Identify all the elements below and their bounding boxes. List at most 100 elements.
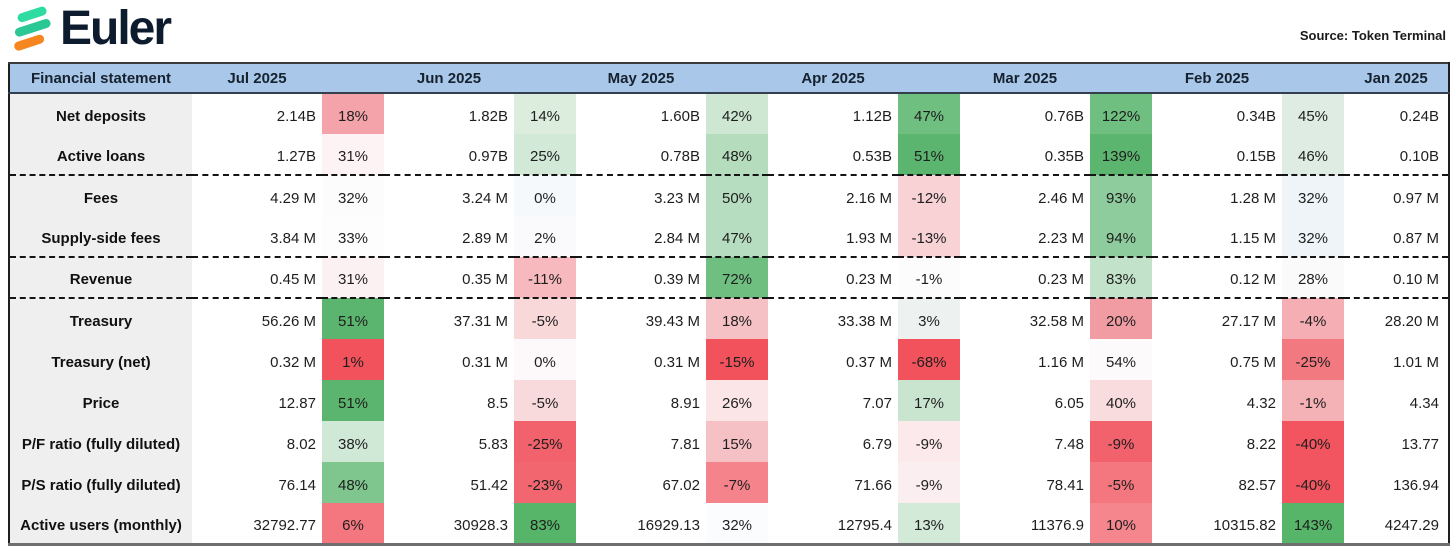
metric-value: 2.14B xyxy=(192,93,322,134)
brand-name: Euler xyxy=(60,2,172,55)
table-row: P/S ratio (fully diluted) 76.14 48% 51.42 -2… xyxy=(9,462,1449,503)
metric-change: 14% xyxy=(514,93,576,134)
metric-value-jan: 136.94 xyxy=(1344,462,1449,503)
metric-change: 93% xyxy=(1090,175,1152,216)
metric-change: 42% xyxy=(706,93,768,134)
euler-logo-icon xyxy=(8,2,60,56)
metric-value: 8.91 xyxy=(576,380,706,421)
metric-value-jan: 0.10 M xyxy=(1344,257,1449,299)
metric-value: 78.41 xyxy=(960,462,1090,503)
metric-value: 1.60B xyxy=(576,93,706,134)
metric-change: 1% xyxy=(322,339,384,380)
metric-change: 48% xyxy=(706,134,768,176)
metric-change: 139% xyxy=(1090,134,1152,176)
metric-change: 6% xyxy=(322,503,384,544)
metric-value: 0.75 M xyxy=(1152,339,1282,380)
metric-value: 82.57 xyxy=(1152,462,1282,503)
metric-value: 76.14 xyxy=(192,462,322,503)
month-header-spacer xyxy=(1282,63,1344,94)
metric-change: 122% xyxy=(1090,93,1152,134)
metric-change: -13% xyxy=(898,216,960,258)
table-row: Net deposits 2.14B 18% 1.82B 14% 1.60B 42% 1.12… xyxy=(9,93,1449,134)
metric-value: 0.76B xyxy=(960,93,1090,134)
metric-change: 18% xyxy=(322,93,384,134)
metric-change: 0% xyxy=(514,175,576,216)
metric-change: -4% xyxy=(1282,298,1344,339)
metric-change: 0% xyxy=(514,339,576,380)
metric-value: 4.29 M xyxy=(192,175,322,216)
month-header: May 2025 xyxy=(576,63,706,94)
metric-change: -68% xyxy=(898,339,960,380)
metric-change: 32% xyxy=(1282,216,1344,258)
month-header-spacer xyxy=(1090,63,1152,94)
metric-value: 30928.3 xyxy=(384,503,514,544)
metric-value: 6.05 xyxy=(960,380,1090,421)
metric-change: 28% xyxy=(1282,257,1344,299)
metric-value: 3.24 M xyxy=(384,175,514,216)
metric-value: 0.34B xyxy=(1152,93,1282,134)
metric-value: 32.58 M xyxy=(960,298,1090,339)
table-body: Net deposits 2.14B 18% 1.82B 14% 1.60B 42% 1.12… xyxy=(9,93,1449,544)
month-header-spacer xyxy=(514,63,576,94)
metric-value: 0.23 M xyxy=(768,257,898,299)
metric-value: 2.16 M xyxy=(768,175,898,216)
metric-change: 47% xyxy=(706,216,768,258)
metric-value: 8.22 xyxy=(1152,421,1282,462)
metric-value-jan: 4.34 xyxy=(1344,380,1449,421)
metric-value: 12.87 xyxy=(192,380,322,421)
metric-value: 8.5 xyxy=(384,380,514,421)
metric-value: 27.17 M xyxy=(1152,298,1282,339)
metric-change: 83% xyxy=(1090,257,1152,299)
metric-value: 6.79 xyxy=(768,421,898,462)
metric-value: 2.46 M xyxy=(960,175,1090,216)
metric-value: 0.35B xyxy=(960,134,1090,176)
metric-value: 4.32 xyxy=(1152,380,1282,421)
row-label: Supply-side fees xyxy=(9,216,192,258)
metric-value: 0.23 M xyxy=(960,257,1090,299)
table-row: Active loans 1.27B 31% 0.97B 25% 0.78B 48% 0.53… xyxy=(9,134,1449,176)
metric-change: -25% xyxy=(1282,339,1344,380)
row-label: Treasury (net) xyxy=(9,339,192,380)
financial-table-wrap: Financial statement Jul 2025 Jun 2025 May … xyxy=(8,62,1450,546)
metric-change: -5% xyxy=(514,380,576,421)
metric-value: 0.97B xyxy=(384,134,514,176)
metric-value: 0.12 M xyxy=(1152,257,1282,299)
metric-change: 51% xyxy=(322,380,384,421)
metric-value: 10315.82 xyxy=(1152,503,1282,544)
metric-change: 40% xyxy=(1090,380,1152,421)
row-label: Fees xyxy=(9,175,192,216)
source-attribution: Source: Token Terminal xyxy=(1299,28,1446,43)
metric-value: 1.93 M xyxy=(768,216,898,258)
euler-logo: Euler xyxy=(8,2,172,56)
metric-change: 10% xyxy=(1090,503,1152,544)
row-label: Active loans xyxy=(9,134,192,176)
table-row: Revenue 0.45 M 31% 0.35 M -11% 0.39 M 72% 0.23 … xyxy=(9,257,1449,299)
month-header-spacer xyxy=(898,63,960,94)
metric-value: 0.78B xyxy=(576,134,706,176)
metric-value: 67.02 xyxy=(576,462,706,503)
metric-value: 0.53B xyxy=(768,134,898,176)
metric-change: 47% xyxy=(898,93,960,134)
metric-change: 50% xyxy=(706,175,768,216)
metric-value-jan: 28.20 M xyxy=(1344,298,1449,339)
metric-change: -7% xyxy=(706,462,768,503)
metric-change: -40% xyxy=(1282,421,1344,462)
metric-change: 2% xyxy=(514,216,576,258)
metric-change: -40% xyxy=(1282,462,1344,503)
metric-value: 39.43 M xyxy=(576,298,706,339)
metric-value: 8.02 xyxy=(192,421,322,462)
metric-change: -1% xyxy=(1282,380,1344,421)
metric-value: 5.83 xyxy=(384,421,514,462)
metric-change: 32% xyxy=(322,175,384,216)
row-label: Treasury xyxy=(9,298,192,339)
month-header: Mar 2025 xyxy=(960,63,1090,94)
table-header-row: Financial statement Jul 2025 Jun 2025 May … xyxy=(9,63,1449,94)
metric-change: 72% xyxy=(706,257,768,299)
metric-change: 46% xyxy=(1282,134,1344,176)
metric-value: 1.82B xyxy=(384,93,514,134)
metric-value: 1.16 M xyxy=(960,339,1090,380)
metric-value: 1.27B xyxy=(192,134,322,176)
metric-change: -15% xyxy=(706,339,768,380)
metric-value-jan: 0.97 M xyxy=(1344,175,1449,216)
metric-change: 25% xyxy=(514,134,576,176)
